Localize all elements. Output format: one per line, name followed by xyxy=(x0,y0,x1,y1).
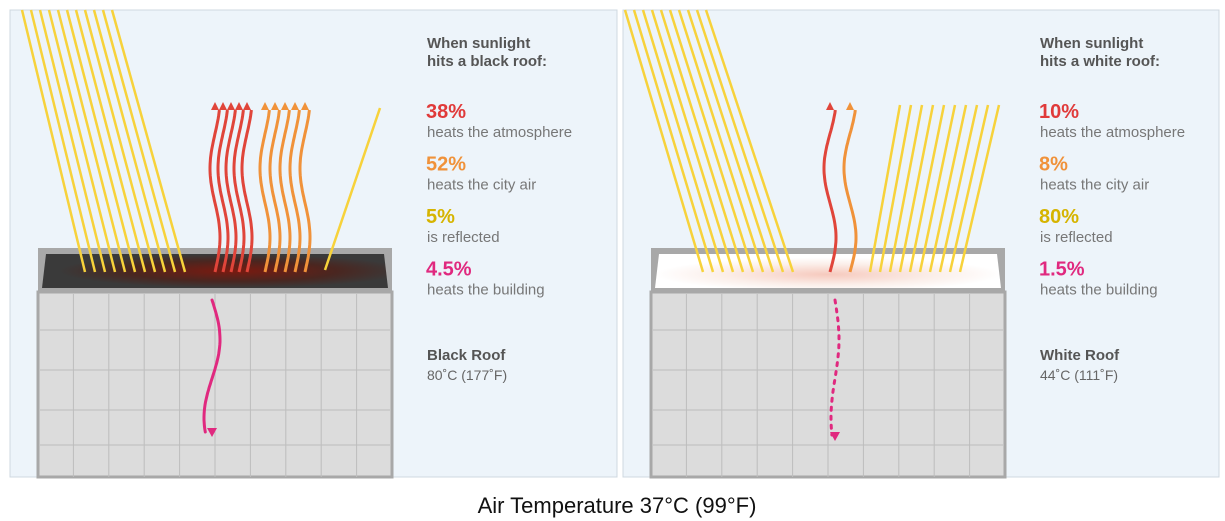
roof-name: White Roof xyxy=(1040,347,1120,364)
heading: hits a black roof: xyxy=(427,53,547,70)
roof xyxy=(655,254,1001,288)
arrow-head xyxy=(281,102,289,110)
reflected-ray xyxy=(918,104,957,273)
reflected-ray xyxy=(868,104,902,273)
reflected-ray xyxy=(938,104,979,273)
heat-arrow xyxy=(240,109,254,273)
percent-label: heats the city air xyxy=(427,177,536,194)
arrow-head xyxy=(846,102,854,110)
heading: When sunlight xyxy=(427,35,530,52)
reflected-ray xyxy=(323,107,382,271)
reflected-ray xyxy=(878,104,913,273)
percent-label: heats the building xyxy=(427,282,545,299)
sun-ray xyxy=(632,9,715,273)
heat-arrow xyxy=(278,109,292,273)
arrow-head xyxy=(301,102,309,110)
sun-ray xyxy=(659,9,745,273)
percent-label: heats the city air xyxy=(1040,177,1149,194)
arrow-head xyxy=(243,102,251,110)
heat-arrow xyxy=(288,109,302,273)
sun-ray xyxy=(83,9,157,273)
heat-arrow xyxy=(216,109,230,273)
percent: 8% xyxy=(1039,154,1068,176)
sun-ray xyxy=(641,9,725,273)
percent-label: heats the building xyxy=(1040,282,1158,299)
heat-arrow xyxy=(258,109,272,273)
arrow-head xyxy=(235,102,243,110)
reflected-ray xyxy=(958,104,1001,273)
sun-ray xyxy=(623,9,705,273)
arrow-head xyxy=(219,102,227,110)
sun-ray xyxy=(704,9,795,273)
percent: 10% xyxy=(1039,101,1079,123)
heat-arrow xyxy=(298,109,312,273)
sun-ray xyxy=(65,9,137,273)
arrow-head xyxy=(291,102,299,110)
sun-ray xyxy=(92,9,167,273)
sun-ray xyxy=(101,9,177,273)
building-heat-arrow xyxy=(202,298,222,434)
arrow-head xyxy=(271,102,279,110)
arrow-head xyxy=(227,102,235,110)
heat-arrow xyxy=(268,109,282,273)
arrow-head xyxy=(211,102,219,110)
reflected-ray xyxy=(898,104,935,273)
caption: Air Temperature 37°C (99°F) xyxy=(478,493,757,518)
heat-arrow xyxy=(232,109,246,273)
reflected-ray xyxy=(948,104,990,273)
sun-ray xyxy=(686,9,775,273)
roof-temperature: 80˚C (177˚F) xyxy=(427,367,507,383)
sun-ray xyxy=(29,9,97,273)
percent-label: is reflected xyxy=(1040,229,1113,246)
arrow-head xyxy=(826,102,834,110)
percent-label: is reflected xyxy=(427,229,500,246)
reflected-ray xyxy=(908,104,946,273)
reflected-ray xyxy=(888,104,924,273)
sun-ray xyxy=(695,9,785,273)
roof-temperature: 44˚C (111˚F) xyxy=(1040,367,1118,383)
percent: 4.5% xyxy=(426,259,472,281)
heading: When sunlight xyxy=(1040,35,1143,52)
sun-ray xyxy=(56,9,127,273)
arrow-head xyxy=(207,428,217,437)
sun-ray xyxy=(47,9,117,273)
percent: 1.5% xyxy=(1039,259,1085,281)
heat-arrow xyxy=(842,109,858,273)
percent-label: heats the atmosphere xyxy=(1040,124,1185,141)
roof-name: Black Roof xyxy=(427,347,506,364)
sun-ray xyxy=(38,9,107,273)
sun-ray xyxy=(668,9,755,273)
percent: 5% xyxy=(426,206,455,228)
sun-ray xyxy=(110,9,187,273)
arrow-head xyxy=(261,102,269,110)
percent: 38% xyxy=(426,101,466,123)
sun-ray xyxy=(677,9,765,273)
reflected-ray xyxy=(928,104,968,273)
heat-arrow xyxy=(224,109,238,273)
percent-label: heats the atmosphere xyxy=(427,124,572,141)
percent: 80% xyxy=(1039,206,1079,228)
sun-ray xyxy=(20,9,87,273)
heat-arrow xyxy=(208,109,222,273)
sun-ray xyxy=(650,9,735,273)
heading: hits a white roof: xyxy=(1040,53,1160,70)
sun-ray xyxy=(74,9,147,273)
heat-arrow xyxy=(822,109,838,273)
percent: 52% xyxy=(426,154,466,176)
arrow-head xyxy=(830,432,840,441)
